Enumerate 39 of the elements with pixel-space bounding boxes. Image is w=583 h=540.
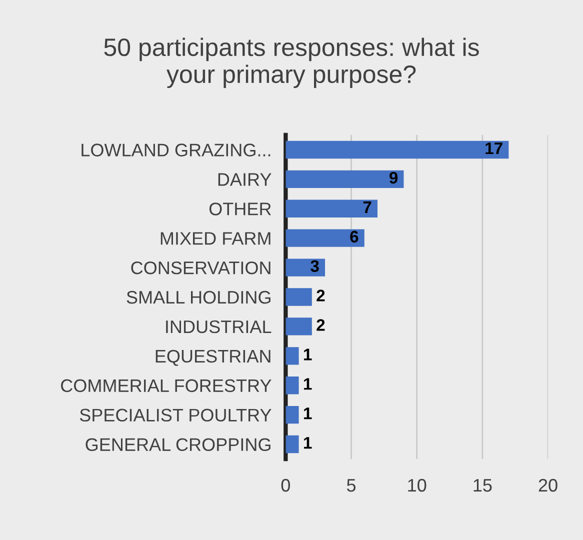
x-tick-label: 15 (474, 479, 492, 492)
bar (286, 406, 299, 424)
chart-title: 50 participants responses: what is your primary purpose? (104, 38, 479, 88)
y-tick-label: SMALL HOLDING (126, 290, 270, 304)
data-label: 2 (316, 319, 325, 331)
bar (286, 288, 312, 306)
data-label: 2 (316, 290, 325, 302)
data-label: 6 (350, 230, 358, 243)
bar (286, 376, 299, 394)
y-tick-label: MIXED FARM (160, 232, 270, 245)
data-label: 1 (304, 408, 312, 420)
bar (286, 258, 326, 276)
data-label: 17 (486, 142, 502, 154)
y-tick-label: CONSERVATION (131, 261, 270, 274)
y-tick-label: LOWLAND GRAZING... (82, 144, 270, 156)
data-label: 1 (304, 437, 312, 449)
y-tick-label: OTHER (209, 202, 271, 216)
y-tick-label: GENERAL CROPPING (86, 438, 270, 451)
y-tick-label: EQUESTRIAN (156, 350, 270, 366)
x-tick-label: 0 (281, 478, 290, 492)
y-tick-label: SPECIALIST POULTRY (80, 408, 272, 422)
bar (286, 347, 299, 365)
bar (286, 140, 509, 159)
bar (286, 318, 312, 336)
y-tick-label: DAIRY (218, 173, 272, 186)
data-label: 3 (310, 260, 319, 272)
x-tick-label: 10 (408, 478, 426, 492)
bar (286, 170, 404, 188)
y-tick-label: COMMERIAL FORESTRY (61, 379, 272, 392)
bar (286, 200, 378, 218)
y-tick-label: INDUSTRIAL (166, 320, 272, 334)
data-label: 7 (363, 201, 372, 213)
data-label: 1 (304, 378, 312, 390)
bar (286, 435, 299, 454)
data-label: 1 (304, 348, 312, 360)
x-tick-label: 20 (538, 478, 558, 492)
data-label: 9 (389, 172, 398, 184)
bar (286, 229, 364, 247)
x-tick-label: 5 (346, 479, 356, 492)
